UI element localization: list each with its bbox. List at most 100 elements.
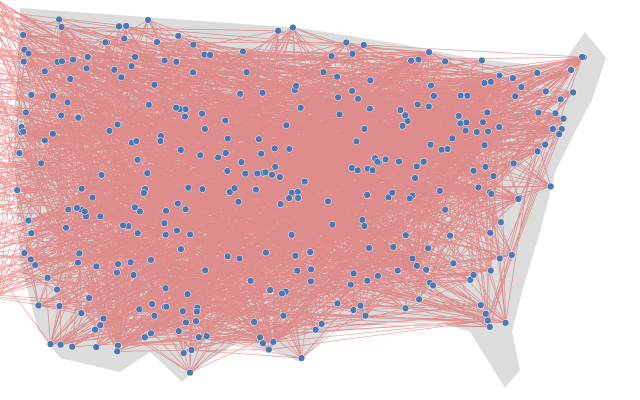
airport-dot	[436, 187, 444, 195]
airport-dot	[221, 116, 230, 125]
route-lines	[0, 0, 584, 373]
airport-dot	[68, 343, 76, 351]
airport-dot	[517, 83, 525, 91]
airport-dot	[271, 144, 279, 153]
airport-dot	[66, 75, 74, 83]
airport-dot	[420, 158, 428, 166]
airport-dot	[569, 88, 577, 97]
airport-dot	[19, 128, 27, 136]
airport-dot	[156, 137, 165, 145]
airport-dot	[486, 323, 494, 331]
airport-dot	[318, 320, 326, 328]
airport-dot	[250, 318, 258, 326]
airport-dot	[113, 120, 122, 129]
airport-dot	[114, 260, 122, 268]
airport-dot	[551, 109, 560, 117]
airport-dot	[69, 56, 77, 64]
airport-dot	[53, 285, 61, 294]
airport-dot	[179, 307, 187, 315]
airport-dot	[307, 277, 315, 286]
airport-dot	[49, 92, 57, 100]
airport-dot	[486, 229, 494, 237]
airport-dot	[81, 207, 89, 216]
airport-dot	[27, 255, 35, 264]
airport-dot	[335, 110, 344, 119]
airport-dot	[381, 155, 390, 164]
airport-dot	[99, 314, 108, 323]
airport-dot	[172, 58, 180, 66]
airport-dot	[63, 98, 72, 107]
airport-dot	[415, 295, 423, 303]
airport-dot	[484, 127, 492, 136]
airport-dot	[533, 69, 541, 77]
airport-dot	[77, 309, 86, 317]
airport-dot	[549, 125, 557, 133]
airport-dot	[271, 163, 279, 171]
airport-dot	[446, 232, 454, 240]
airport-dot	[297, 104, 305, 112]
airport-dot	[495, 71, 504, 80]
airport-dot	[136, 207, 144, 216]
airport-dot	[241, 169, 249, 178]
airport-dot	[143, 169, 151, 177]
airport-dot	[407, 57, 415, 65]
airport-dot	[469, 271, 478, 279]
airport-dot	[203, 332, 211, 340]
airport-dot	[365, 244, 373, 252]
airport-dot	[147, 329, 155, 337]
airport-dot	[358, 216, 367, 224]
airport-dot	[253, 169, 261, 178]
airport-dot	[24, 216, 32, 225]
airport-dot	[292, 82, 300, 90]
airport-dot	[135, 305, 143, 313]
airport-dot	[160, 219, 169, 227]
airport-dot	[349, 269, 358, 278]
airport-dot	[55, 15, 63, 24]
airport-dot	[173, 226, 181, 235]
airport-dot	[180, 349, 188, 357]
airport-dot	[43, 274, 52, 282]
airport-dot	[82, 64, 91, 72]
airport-dot	[132, 137, 141, 145]
airport-dot	[461, 126, 470, 135]
airport-dot	[354, 166, 362, 175]
airport-dot	[162, 231, 170, 239]
airport-dot	[56, 341, 65, 349]
airport-dot	[186, 230, 194, 239]
airport-dot	[424, 244, 432, 252]
airport-dot	[495, 123, 503, 131]
airport-dot	[462, 118, 471, 127]
airport-dot	[473, 128, 481, 136]
airport-dot	[363, 191, 371, 199]
airport-dot	[187, 346, 196, 354]
airport-dot	[430, 92, 438, 100]
airport-dot	[230, 184, 239, 192]
airport-dot	[105, 127, 114, 135]
airport-dot	[34, 301, 43, 310]
airport-dot	[237, 158, 246, 166]
airport-dot	[183, 290, 192, 298]
airport-dot	[246, 277, 255, 285]
routes	[0, 0, 584, 373]
airport-dot	[312, 326, 320, 334]
airport-dot	[55, 302, 64, 310]
airport-dot	[487, 78, 495, 86]
airport-dot	[84, 53, 92, 61]
airport-dot	[144, 16, 152, 24]
airport-dot	[184, 184, 192, 192]
airport-dot	[266, 286, 274, 294]
airport-dot	[398, 122, 407, 130]
airport-dot	[533, 147, 542, 155]
airport-dot	[236, 90, 244, 98]
airport-dot	[501, 319, 510, 327]
airport-dot	[259, 339, 267, 347]
airport-dot	[347, 280, 355, 289]
airport-dot	[97, 171, 106, 179]
airport-dot	[177, 146, 185, 154]
airport-dot	[294, 188, 302, 196]
airport-dot	[408, 254, 417, 263]
airport-dot	[172, 104, 180, 112]
airport-dot	[456, 91, 465, 100]
airport-dot	[78, 185, 86, 193]
